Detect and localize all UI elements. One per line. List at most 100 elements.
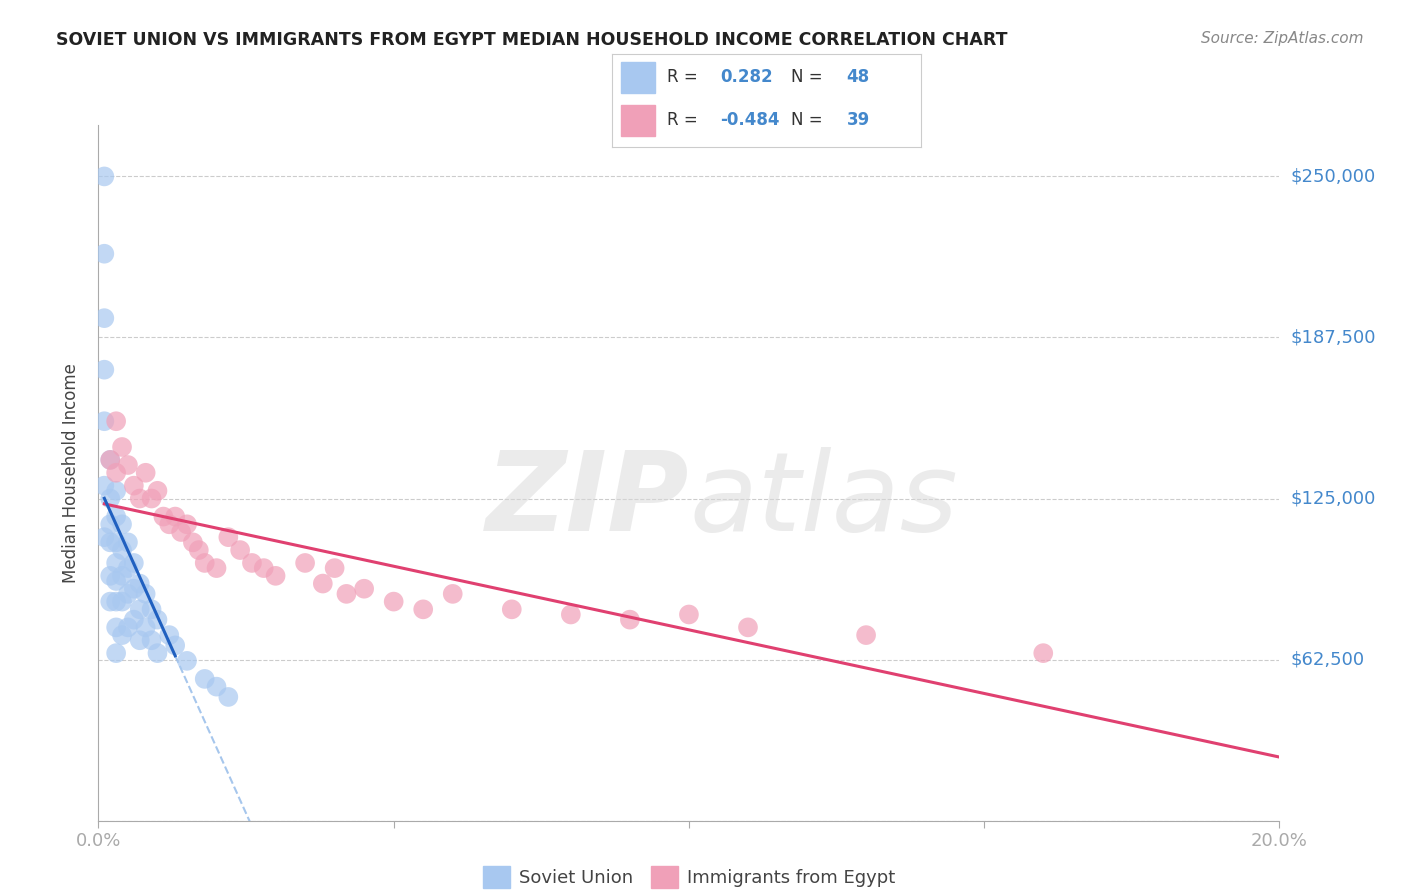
Point [105,556,128,570]
Point [176,517,198,532]
Legend: Soviet Union, Immigrants from Egypt: Soviet Union, Immigrants from Egypt [475,859,903,892]
Point [146,483,169,498]
Point [111,440,134,454]
Text: $125,000: $125,000 [1291,490,1376,508]
Text: $250,000: $250,000 [1291,168,1376,186]
Point [353,582,375,596]
Text: 0.282: 0.282 [720,69,772,87]
Point [98,594,121,608]
Point [678,607,700,622]
Text: $62,500: $62,500 [1291,650,1365,669]
Point [122,613,145,627]
Point [737,620,759,634]
Point [93,530,115,544]
Point [135,620,157,634]
Point [165,509,187,524]
Point [194,672,217,686]
Point [323,561,346,575]
Point [117,535,139,549]
Point [157,517,180,532]
Text: atlas: atlas [689,447,957,554]
Point [93,311,115,326]
Point [240,556,263,570]
Point [205,561,228,575]
Point [253,561,276,575]
Point [141,491,163,506]
Point [105,646,128,660]
Text: 39: 39 [846,112,870,129]
Point [619,613,641,627]
Point [187,543,209,558]
Point [128,491,150,506]
Y-axis label: Median Household Income: Median Household Income [62,363,80,582]
Point [501,602,523,616]
Point [312,576,335,591]
Point [560,607,582,622]
Point [93,414,115,428]
Point [105,574,128,588]
Text: -0.484: -0.484 [720,112,779,129]
Point [105,483,128,498]
Point [93,478,115,492]
Point [264,569,287,583]
Point [111,517,134,532]
Text: $187,500: $187,500 [1291,328,1376,346]
Point [98,569,121,583]
Text: 48: 48 [846,69,870,87]
Point [98,517,121,532]
Point [105,620,128,634]
Point [98,453,121,467]
Point [181,535,204,549]
Point [294,556,316,570]
Text: Source: ZipAtlas.com: Source: ZipAtlas.com [1201,31,1364,46]
Point [111,594,134,608]
Point [135,587,157,601]
Point [98,535,121,549]
Point [111,569,134,583]
Point [105,535,128,549]
Point [382,594,405,608]
Text: R =: R = [668,112,703,129]
Point [128,602,150,616]
Point [157,628,180,642]
Point [93,362,115,376]
Text: R =: R = [668,69,703,87]
Point [165,639,187,653]
Point [205,680,228,694]
Point [146,613,169,627]
Point [98,453,121,467]
Bar [621,62,655,93]
Point [122,556,145,570]
Point [111,543,134,558]
Point [122,478,145,492]
Point [93,169,115,184]
Point [135,466,157,480]
Point [146,646,169,660]
Point [152,509,174,524]
Text: ZIP: ZIP [485,447,689,554]
Point [117,587,139,601]
Point [105,414,128,428]
Point [98,491,121,506]
Point [93,246,115,260]
Point [441,587,464,601]
Point [335,587,357,601]
Point [105,509,128,524]
Point [122,582,145,596]
Point [217,690,239,704]
Point [105,466,128,480]
Point [117,458,139,472]
Point [229,543,252,558]
Point [128,633,150,648]
Point [128,576,150,591]
Point [111,628,134,642]
Point [412,602,434,616]
Bar [621,105,655,136]
Point [1032,646,1054,660]
Point [141,633,163,648]
Point [117,620,139,634]
Text: SOVIET UNION VS IMMIGRANTS FROM EGYPT MEDIAN HOUSEHOLD INCOME CORRELATION CHART: SOVIET UNION VS IMMIGRANTS FROM EGYPT ME… [56,31,1008,49]
Text: N =: N = [792,69,828,87]
Point [217,530,239,544]
Text: N =: N = [792,112,828,129]
